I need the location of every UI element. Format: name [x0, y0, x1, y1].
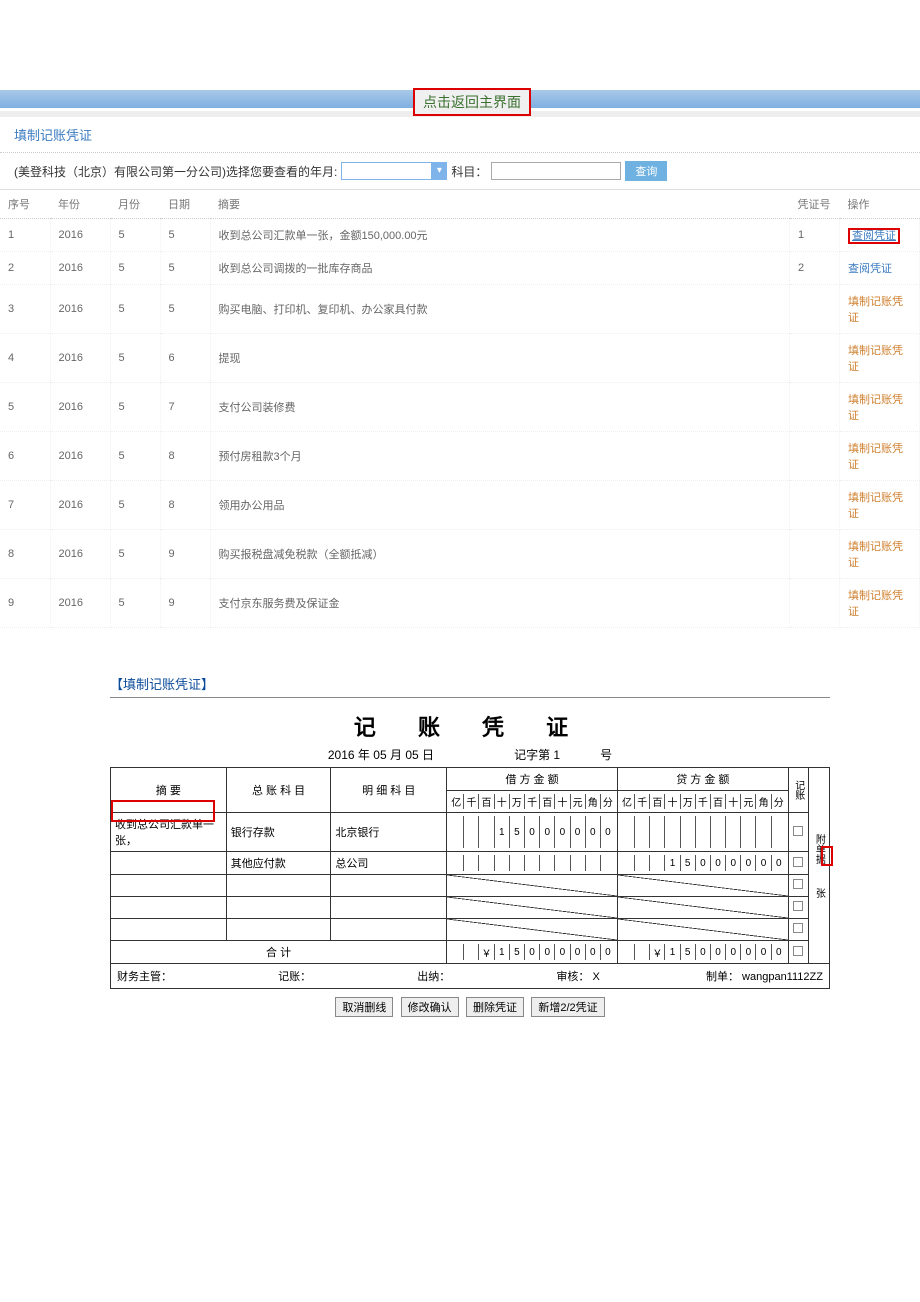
footer-manager: 财务主管： — [117, 968, 172, 984]
row-action-link[interactable]: 查阅凭证 — [848, 228, 900, 244]
return-main-label: 点击返回主界面 — [423, 94, 521, 110]
row-action-link[interactable]: 查阅凭证 — [848, 263, 892, 275]
voucher-record-no: 记字第 1 号 — [514, 746, 612, 763]
th-op: 操作 — [840, 190, 920, 219]
row-action-link[interactable]: 填制记账凭证 — [848, 296, 903, 324]
table-row: 5201657支付公司装修费填制记账凭证 — [0, 383, 920, 432]
total-credit: ￥15000000 — [617, 941, 788, 964]
subject-input[interactable] — [491, 162, 621, 180]
voucher-row: 收到总公司汇款单一张，银行存款北京银行15000000 — [111, 813, 809, 852]
th-seq: 序号 — [0, 190, 50, 219]
filter-row: (美登科技（北京）有限公司第一分公司)选择您要查看的年月: ▾ 科目： 查询 — [0, 153, 920, 190]
th-summary: 摘要 — [210, 190, 790, 219]
query-button[interactable]: 查询 — [625, 161, 667, 181]
add-voucher-button[interactable]: 新增2/2凭证 — [531, 997, 604, 1017]
summary-cell-highlight — [111, 800, 215, 822]
total-debit: ￥15000000 — [447, 941, 618, 964]
voucher-caption: 【填制记账凭证】 — [110, 674, 830, 693]
voucher-row — [111, 897, 809, 919]
voucher-row — [111, 919, 809, 941]
table-row: 3201655购买电脑、打印机、复印机、办公家具付款填制记账凭证 — [0, 285, 920, 334]
cancel-line-button[interactable]: 取消删线 — [335, 997, 393, 1017]
voucher-table: 摘 要 总 账 科 目 明 细 科 目 借 方 金 额 贷 方 金 额 记账 亿… — [110, 767, 809, 964]
vh-detail: 明 细 科 目 — [331, 768, 447, 813]
voucher-row: 其他应付款总公司15000000 — [111, 852, 809, 875]
vh-debit-digits: 亿千百十万千百十元角分 — [447, 791, 618, 813]
voucher-form-area: 【填制记账凭证】 记 账 凭 证 2016 年 05 月 05 日 记字第 1 … — [110, 674, 830, 1025]
table-row: 9201659支付京东服务费及保证金填制记账凭证 — [0, 579, 920, 628]
yearmonth-input[interactable] — [341, 162, 431, 180]
row-action-link[interactable]: 填制记账凭证 — [848, 443, 903, 471]
delete-voucher-button[interactable]: 删除凭证 — [466, 997, 524, 1017]
voucher-box: 记 账 凭 证 2016 年 05 月 05 日 记字第 1 号 — [110, 697, 830, 989]
row-action-link[interactable]: 填制记账凭证 — [848, 345, 903, 373]
table-row: 6201658预付房租款3个月填制记账凭证 — [0, 432, 920, 481]
dropdown-icon[interactable]: ▾ — [431, 162, 447, 180]
th-year: 年份 — [50, 190, 110, 219]
footer-reviewer: 审核： X — [556, 968, 599, 984]
vh-ledger: 总 账 科 目 — [226, 768, 331, 813]
top-banner: 点击返回主界面 — [0, 90, 920, 108]
filter-prefix: (美登科技（北京）有限公司第一分公司)选择您要查看的年月: — [14, 163, 337, 180]
footer-recorder: 记账： — [278, 968, 311, 984]
voucher-footer: 财务主管： 记账： 出纳： 审核： X 制单： wangpan1112ZZ — [110, 964, 830, 989]
table-row: 4201656提现填制记账凭证 — [0, 334, 920, 383]
attachment-column: 附单据 张 — [809, 767, 830, 964]
table-row: 2201655收到总公司调拨的一批库存商品2查阅凭证 — [0, 252, 920, 285]
table-row: 8201659购买报税盘减免税款（全额抵减）填制记账凭证 — [0, 530, 920, 579]
subject-label: 科目： — [451, 163, 487, 180]
return-main-button[interactable]: 点击返回主界面 — [413, 88, 531, 116]
total-label: 合 计 — [111, 941, 447, 964]
th-month: 月份 — [110, 190, 160, 219]
voucher-date: 2016 年 05 月 05 日 — [328, 746, 434, 763]
th-day: 日期 — [160, 190, 210, 219]
row-action-link[interactable]: 填制记账凭证 — [848, 590, 903, 618]
table-row: 1201655收到总公司汇款单一张，金额150,000.00元1查阅凭证 — [0, 219, 920, 252]
voucher-title: 记 账 凭 证 — [110, 698, 830, 746]
voucher-buttons: 取消删线 修改确认 删除凭证 新增2/2凭证 — [110, 989, 830, 1025]
voucher-date-row: 2016 年 05 月 05 日 记字第 1 号 — [110, 746, 830, 767]
confirm-edit-button[interactable]: 修改确认 — [401, 997, 459, 1017]
vh-credit-digits: 亿千百十万千百十元角分 — [617, 791, 788, 813]
section-title: 填制记账凭证 — [0, 117, 920, 153]
voucher-list-table: 序号 年份 月份 日期 摘要 凭证号 操作 1201655收到总公司汇款单一张，… — [0, 190, 920, 628]
footer-cashier: 出纳： — [417, 968, 450, 984]
vh-record-col: 记账 — [788, 768, 808, 813]
row-action-link[interactable]: 填制记账凭证 — [848, 492, 903, 520]
table-header-row: 序号 年份 月份 日期 摘要 凭证号 操作 — [0, 190, 920, 219]
voucher-row — [111, 875, 809, 897]
row-action-link[interactable]: 填制记账凭证 — [848, 541, 903, 569]
th-vno: 凭证号 — [790, 190, 840, 219]
attachment-highlight — [821, 846, 833, 866]
total-check — [788, 941, 808, 964]
row-action-link[interactable]: 填制记账凭证 — [848, 394, 903, 422]
footer-maker: 制单： wangpan1112ZZ — [706, 968, 823, 984]
table-row: 7201658领用办公用品填制记账凭证 — [0, 481, 920, 530]
vh-debit: 借 方 金 额 — [447, 768, 618, 791]
vh-credit: 贷 方 金 额 — [617, 768, 788, 791]
